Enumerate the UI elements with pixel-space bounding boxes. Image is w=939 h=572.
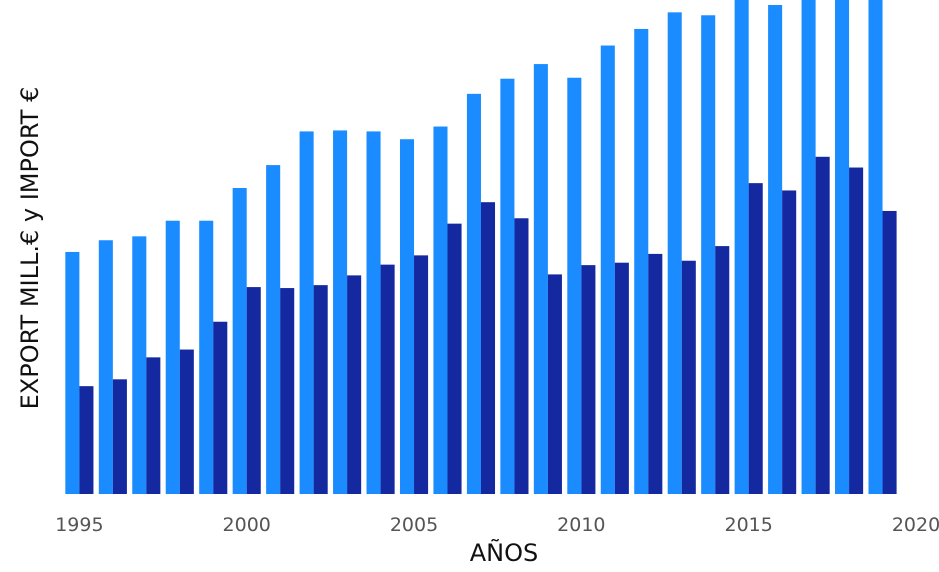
bar-series2-2018 xyxy=(849,167,864,494)
bar-series2-2014 xyxy=(715,246,730,494)
bars-group xyxy=(65,0,897,495)
x-axis-label: AÑOS xyxy=(470,537,539,567)
bar-series2-2016 xyxy=(782,190,797,494)
x-tick-label-2015: 2015 xyxy=(725,514,773,536)
bar-series1-1996 xyxy=(98,240,113,494)
bar-series1-2019 xyxy=(868,0,883,494)
bar-series2-2003 xyxy=(347,275,362,494)
bar-series1-2018 xyxy=(835,0,850,494)
x-tick-label-2020: 2020 xyxy=(892,514,939,536)
bar-series1-1995 xyxy=(65,251,80,494)
bar-series1-2011 xyxy=(600,45,615,494)
bar-series2-2001 xyxy=(280,288,295,494)
x-tick-label-2010: 2010 xyxy=(557,514,605,536)
bar-series2-1995 xyxy=(79,386,94,494)
bar-series1-2017 xyxy=(801,0,816,495)
bar-series2-2017 xyxy=(815,156,830,495)
bar-series2-2013 xyxy=(681,260,696,494)
bar-series2-1999 xyxy=(213,321,228,494)
y-axis-label: EXPORT MILL.€ y IMPORT € xyxy=(16,87,44,410)
x-tick-label-2005: 2005 xyxy=(390,514,438,536)
bar-series2-2000 xyxy=(246,287,261,494)
bar-series1-2013 xyxy=(667,12,682,495)
bar-series2-2012 xyxy=(648,253,663,494)
x-tick-label-1995: 1995 xyxy=(55,514,103,536)
bar-series2-1998 xyxy=(179,349,194,494)
bar-series2-2007 xyxy=(480,202,496,494)
bar-series1-2012 xyxy=(634,28,649,494)
bar-series2-1997 xyxy=(146,357,161,494)
bar-series1-1997 xyxy=(132,236,147,494)
bar-series2-2004 xyxy=(380,264,395,494)
bar-series1-2016 xyxy=(768,5,783,495)
bar-series1-2005 xyxy=(399,139,415,494)
bar-series1-2001 xyxy=(266,165,281,494)
x-tick-label-2000: 2000 xyxy=(223,514,271,536)
bar-series2-2006 xyxy=(447,223,462,494)
bar-series2-2002 xyxy=(313,285,328,494)
bar-series2-2019 xyxy=(882,210,897,494)
bar-series2-2015 xyxy=(748,183,763,494)
bar-series1-2008 xyxy=(500,78,515,495)
bar-series1-1999 xyxy=(199,220,214,494)
bar-series1-2006 xyxy=(433,126,448,494)
bar-series1-2014 xyxy=(701,15,716,495)
bar-series2-1996 xyxy=(112,379,127,494)
bar-series2-2009 xyxy=(547,274,562,494)
bar-series1-2015 xyxy=(734,0,749,495)
x-tick-labels: 1995 2000 2005 2010 2015 2020 xyxy=(55,514,939,536)
bar-series2-2008 xyxy=(514,218,529,494)
bar-series1-2002 xyxy=(299,131,314,495)
bar-series1-2004 xyxy=(366,131,381,495)
bar-series2-2010 xyxy=(581,265,596,494)
bar-series1-2010 xyxy=(567,77,582,495)
bar-series2-2011 xyxy=(614,262,629,494)
bar-series1-2003 xyxy=(333,130,348,494)
bar-series1-2009 xyxy=(533,64,548,494)
bar-series1-2000 xyxy=(232,188,247,494)
bar-series1-2007 xyxy=(466,93,481,494)
bar-series2-2005 xyxy=(414,255,429,494)
bar-series1-1998 xyxy=(165,220,180,494)
